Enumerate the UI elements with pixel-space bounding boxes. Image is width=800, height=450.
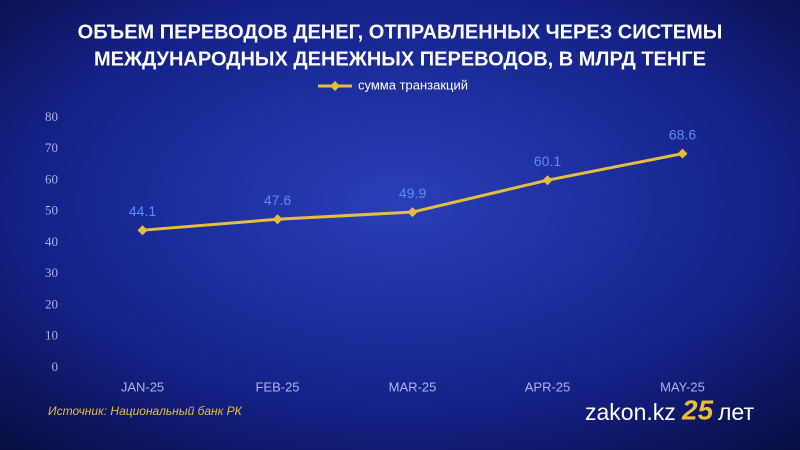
y-tick-label: 0 [52,359,59,374]
point [677,148,688,159]
y-tick-label: 20 [45,296,58,311]
legend-marker [330,81,340,91]
data-label: 68.6 [669,126,696,142]
x-tick-label: FEB-25 [255,379,299,394]
x-tick-label: JAN-25 [121,379,164,394]
point [542,175,553,186]
x-tick-label: MAY-25 [660,379,705,394]
logo-number: 25 [681,394,714,425]
x-tick-label: MAR-25 [389,379,437,394]
logo-site: zakon.kz [585,399,676,425]
chart-title: ОБЪЕМ ПЕРЕВОДОВ ДЕНЕГ, ОТПРАВЛЕННЫХ ЧЕРЕ… [78,21,723,43]
point [272,214,283,225]
y-tick-label: 70 [45,140,58,155]
y-tick-label: 10 [45,328,58,343]
y-tick-label: 40 [45,234,58,249]
y-tick-label: 60 [45,171,58,186]
legend-label: сумма транзакций [358,77,468,92]
x-tick-label: APR-25 [525,379,571,394]
source: Источник: Национальный банк РК [48,404,243,418]
y-tick-label: 50 [45,203,58,218]
y-tick-label: 80 [45,109,58,124]
point [137,225,148,236]
data-label: 49.9 [399,185,426,201]
point [407,207,418,218]
logo-word: лет [718,399,754,425]
data-label: 47.6 [264,192,291,208]
data-label: 60.1 [534,153,561,169]
data-label: 44.1 [129,203,156,219]
chart-title: МЕЖДУНАРОДНЫХ ДЕНЕЖНЫХ ПЕРЕВОДОВ, В МЛРД… [94,48,706,70]
y-tick-label: 30 [45,265,58,280]
